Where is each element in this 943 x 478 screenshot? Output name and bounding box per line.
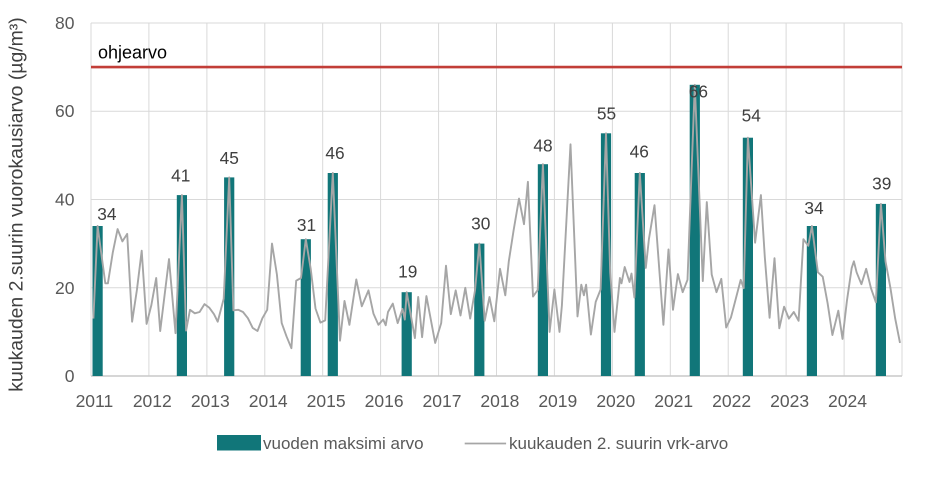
svg-text:54: 54	[742, 105, 762, 125]
svg-text:2021: 2021	[654, 391, 693, 411]
svg-text:46: 46	[630, 142, 649, 162]
svg-text:66: 66	[689, 81, 708, 101]
svg-text:2014: 2014	[249, 391, 288, 411]
svg-text:19: 19	[398, 261, 417, 281]
svg-text:2023: 2023	[770, 391, 809, 411]
svg-text:vuoden maksimi arvo: vuoden maksimi arvo	[263, 434, 424, 453]
svg-text:kuukauden 2.suurin vuorokausia: kuukauden 2.suurin vuorokausiarvo (µg/m³…	[6, 17, 28, 391]
svg-text:60: 60	[55, 101, 75, 121]
svg-text:2015: 2015	[307, 391, 346, 411]
svg-text:31: 31	[297, 215, 316, 235]
svg-text:40: 40	[55, 190, 75, 210]
svg-text:41: 41	[171, 166, 190, 186]
svg-text:2016: 2016	[365, 391, 404, 411]
svg-text:ohjearvo: ohjearvo	[98, 43, 167, 63]
svg-text:2017: 2017	[423, 391, 462, 411]
svg-text:34: 34	[97, 204, 117, 224]
svg-text:30: 30	[471, 213, 490, 233]
svg-text:2011: 2011	[76, 391, 114, 411]
svg-text:80: 80	[55, 13, 75, 33]
svg-text:2024: 2024	[828, 391, 867, 411]
svg-text:48: 48	[533, 135, 552, 155]
svg-text:2020: 2020	[596, 391, 635, 411]
svg-text:34: 34	[804, 198, 824, 218]
svg-text:2019: 2019	[538, 391, 577, 411]
svg-text:39: 39	[872, 173, 891, 193]
svg-text:0: 0	[65, 366, 75, 386]
svg-text:kuukauden 2. suurin vrk-arvo: kuukauden 2. suurin vrk-arvo	[509, 434, 728, 453]
svg-text:2013: 2013	[191, 391, 230, 411]
svg-text:2022: 2022	[712, 391, 751, 411]
svg-text:45: 45	[220, 148, 239, 168]
svg-text:46: 46	[325, 143, 344, 163]
svg-text:55: 55	[597, 104, 616, 124]
svg-text:2012: 2012	[133, 391, 172, 411]
svg-text:2018: 2018	[480, 391, 519, 411]
svg-text:20: 20	[55, 278, 75, 298]
